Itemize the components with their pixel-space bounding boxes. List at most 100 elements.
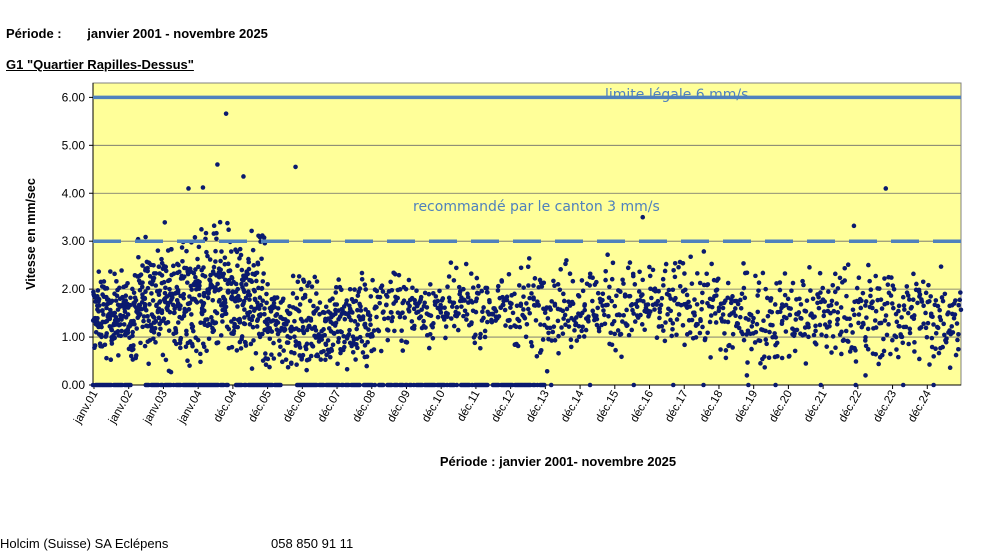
data-point — [142, 343, 148, 349]
data-point — [740, 331, 745, 337]
data-point — [881, 336, 886, 342]
data-point — [362, 282, 368, 287]
data-point — [359, 270, 365, 276]
data-point — [856, 320, 861, 326]
data-point — [133, 297, 139, 303]
data-point — [921, 321, 926, 327]
data-point — [128, 353, 134, 359]
data-point — [642, 327, 647, 333]
data-point — [371, 347, 377, 352]
data-point — [91, 292, 96, 297]
data-point — [723, 348, 729, 353]
data-point — [952, 312, 958, 317]
data-point — [482, 328, 488, 334]
data-point — [239, 336, 244, 342]
data-point — [787, 312, 793, 318]
data-point — [772, 302, 778, 307]
data-point — [665, 312, 670, 317]
data-point — [265, 281, 270, 287]
data-point — [253, 350, 259, 356]
data-point — [858, 305, 864, 311]
data-point — [738, 297, 743, 303]
data-point — [170, 302, 176, 308]
data-point — [194, 300, 200, 305]
data-point — [368, 294, 374, 299]
data-point — [365, 339, 370, 345]
data-point — [295, 279, 301, 285]
data-point — [241, 174, 246, 179]
data-point — [464, 317, 469, 322]
data-point — [552, 283, 557, 289]
data-point — [280, 296, 286, 302]
data-point — [631, 382, 637, 388]
data-point — [200, 185, 206, 190]
data-point — [319, 337, 325, 342]
data-point — [213, 259, 218, 264]
data-point — [372, 382, 378, 388]
data-point — [180, 258, 185, 264]
data-point — [292, 318, 297, 324]
x-tick-label: janv.03 — [141, 389, 170, 427]
data-point — [603, 268, 608, 274]
data-point — [668, 317, 673, 323]
data-point — [226, 278, 232, 283]
data-point — [201, 344, 207, 350]
data-point — [251, 263, 257, 268]
data-point — [901, 303, 907, 308]
data-point — [399, 338, 404, 343]
data-point — [238, 252, 244, 258]
data-point — [850, 307, 856, 313]
data-point — [322, 332, 327, 338]
data-point — [680, 260, 686, 266]
data-point — [754, 321, 760, 327]
data-point — [733, 313, 738, 319]
data-point — [788, 306, 793, 311]
data-point — [622, 292, 628, 297]
data-point — [891, 305, 896, 311]
data-point — [198, 351, 203, 357]
data-point — [155, 248, 161, 253]
data-point — [662, 338, 668, 344]
data-point — [183, 344, 189, 350]
data-point — [165, 303, 171, 308]
data-point — [292, 350, 297, 356]
data-point — [753, 273, 758, 279]
data-point — [777, 287, 783, 293]
data-point — [263, 362, 269, 368]
data-point — [617, 312, 623, 318]
data-point — [469, 320, 474, 325]
x-tick-label: déc.15 — [594, 389, 622, 425]
data-point — [807, 265, 812, 270]
data-point — [552, 337, 558, 343]
data-point — [699, 299, 705, 305]
data-point — [353, 357, 358, 362]
data-point — [548, 307, 553, 312]
data-point — [561, 316, 566, 321]
data-point — [909, 304, 914, 310]
data-point — [474, 275, 480, 281]
data-point — [160, 352, 166, 358]
data-point — [958, 290, 963, 295]
data-point — [698, 318, 703, 324]
data-point — [882, 276, 887, 281]
data-point — [929, 344, 935, 350]
data-point — [321, 348, 326, 354]
data-point — [204, 348, 209, 354]
data-point — [250, 324, 256, 330]
data-point — [380, 382, 386, 388]
data-point — [640, 292, 645, 297]
data-point — [609, 342, 615, 348]
data-point — [205, 295, 211, 301]
data-point — [442, 305, 447, 311]
data-point — [362, 343, 368, 348]
data-point — [576, 323, 582, 329]
data-point — [323, 304, 329, 310]
data-point — [870, 305, 875, 311]
data-point — [699, 306, 704, 312]
data-point — [179, 245, 185, 250]
data-point — [762, 354, 767, 359]
data-point — [775, 353, 780, 359]
data-point — [935, 325, 941, 331]
data-point — [213, 285, 218, 290]
data-point — [802, 332, 808, 337]
